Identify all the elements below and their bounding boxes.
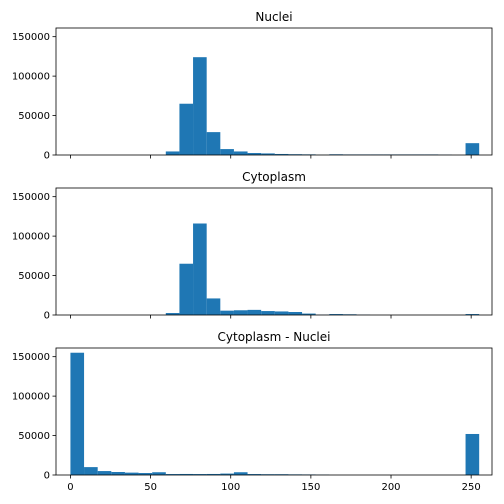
histogram-bar	[220, 149, 234, 155]
histogram-bar	[70, 352, 85, 475]
bars	[165, 223, 480, 315]
histogram-bar	[206, 473, 221, 475]
histogram-bar	[152, 472, 166, 475]
y-tick-label: 100000	[12, 232, 50, 243]
histogram-bar	[124, 472, 139, 475]
histogram-bar	[220, 473, 234, 475]
histogram-bar	[179, 263, 194, 315]
histogram-bar	[261, 153, 275, 155]
y-tick-label: 50000	[18, 271, 50, 282]
x-tick-label: 150	[301, 482, 320, 493]
histogram-bar	[233, 310, 248, 315]
y-tick-label: 0	[44, 151, 50, 162]
histogram-bar	[206, 132, 221, 155]
histogram-panel-2: Cytoplasm 0 50000 100000 150000	[12, 170, 493, 322]
histogram-bar	[97, 471, 112, 475]
histogram-bar	[465, 314, 480, 315]
histogram-bar	[138, 473, 153, 475]
histogram-bar	[247, 309, 262, 315]
bars	[165, 57, 480, 155]
y-tick-label: 100000	[12, 72, 50, 83]
histogram-bar	[274, 153, 289, 155]
histogram-bar	[465, 433, 480, 475]
y-tick-label: 0	[44, 311, 50, 322]
histogram-bar	[274, 311, 289, 315]
histogram-bar	[247, 474, 262, 475]
x-tick-label: 200	[381, 482, 400, 493]
histogram-bar	[179, 473, 194, 475]
chart-title: Cytoplasm - Nuclei	[218, 330, 331, 344]
histogram-bar	[84, 467, 98, 475]
histogram-bar	[193, 223, 207, 315]
histogram-bar	[165, 313, 180, 315]
axes-frame	[55, 27, 493, 156]
histogram-bar	[193, 474, 207, 475]
axes-frame	[55, 187, 493, 316]
histogram-bar	[193, 57, 207, 155]
histogram-bar	[111, 472, 125, 475]
histogram-bar	[206, 298, 221, 315]
y-tick-label: 150000	[12, 32, 50, 43]
histogram-bar	[165, 474, 180, 475]
y-tick-label: 50000	[18, 431, 50, 442]
histogram-bar	[329, 314, 343, 315]
histogram-panel-1: Nuclei 0 50000 100000 150000	[12, 10, 493, 162]
chart-title: Nuclei	[255, 10, 292, 24]
histogram-bar	[233, 472, 248, 475]
histogram-bar	[165, 151, 180, 155]
bars	[70, 352, 480, 475]
x-tick-label: 100	[221, 482, 240, 493]
histogram-bar	[465, 143, 480, 155]
x-tick-label: 50	[144, 482, 157, 493]
y-tick-label: 150000	[12, 352, 50, 363]
histogram-bar	[302, 313, 316, 315]
histogram-panel-3: Cytoplasm - Nuclei 0 50000 100000 150000 0 50 1…	[12, 330, 493, 493]
y-tick-label: 100000	[12, 392, 50, 403]
histogram-bar	[288, 312, 303, 315]
x-tick-label: 250	[462, 482, 481, 493]
axes-frame	[55, 347, 493, 476]
y-tick-label: 0	[44, 471, 50, 482]
histogram-bar	[261, 311, 275, 315]
chart-title: Cytoplasm	[242, 170, 306, 184]
histogram-bar	[247, 153, 262, 155]
histogram-bar	[233, 151, 248, 155]
y-tick-label: 50000	[18, 111, 50, 122]
histogram-bar	[179, 103, 194, 155]
histogram-bar	[220, 310, 234, 315]
y-tick-label: 150000	[12, 192, 50, 203]
x-tick-label: 0	[67, 482, 73, 493]
